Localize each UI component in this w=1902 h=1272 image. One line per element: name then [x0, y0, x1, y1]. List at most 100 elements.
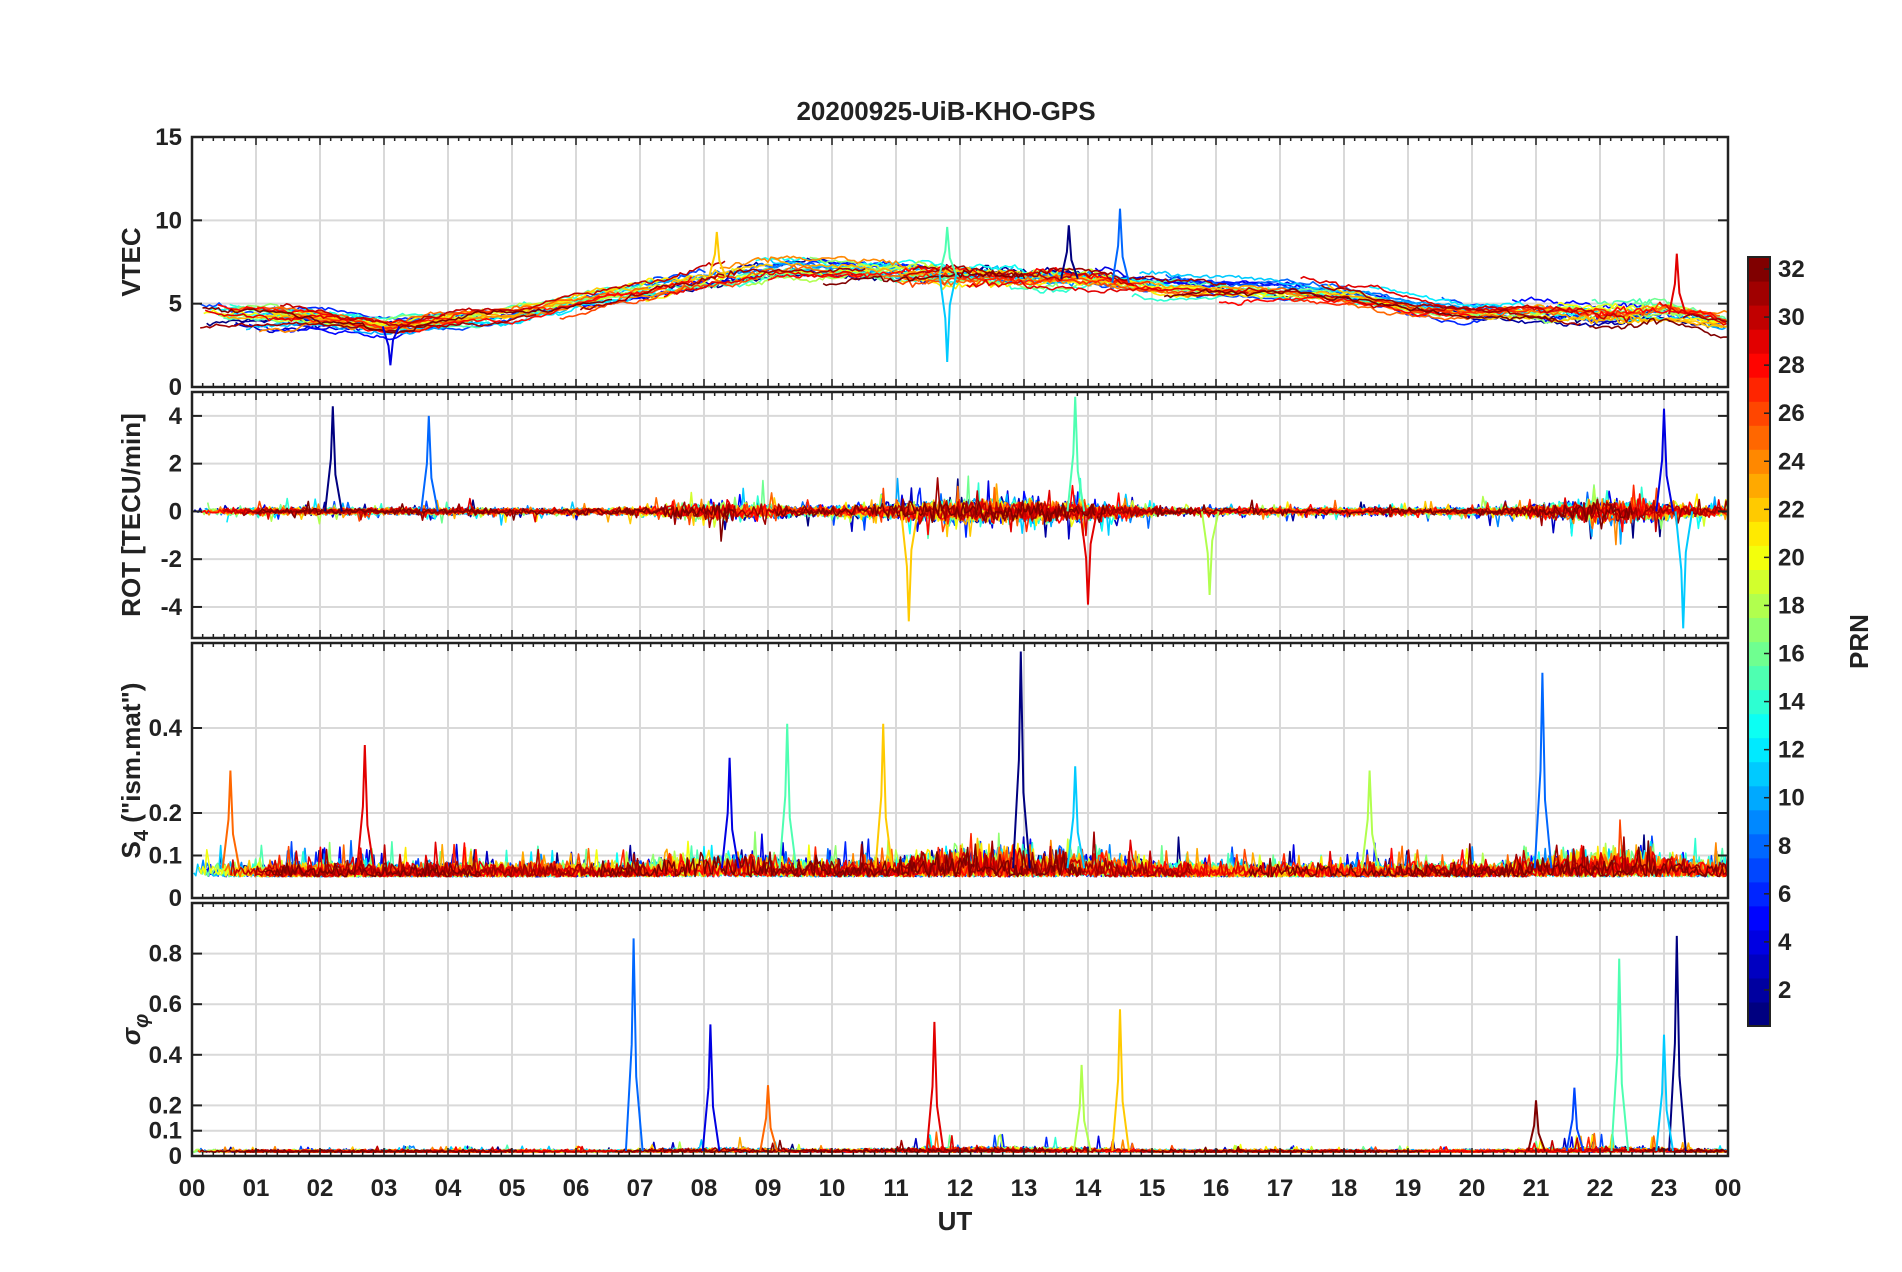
- x-tick-label: 02: [307, 1175, 334, 1202]
- series-line-prn-28: [217, 276, 693, 335]
- x-tick-label: 00: [1715, 1175, 1742, 1202]
- colorbar-segment: [1748, 785, 1770, 811]
- series-line-prn-32: [1163, 287, 1555, 322]
- y-axis-label: ROT [TECU/min]: [116, 413, 146, 617]
- x-tick-label: 23: [1651, 1175, 1678, 1202]
- series-line-prn-28: [1012, 484, 1448, 524]
- peak-mark: [925, 1021, 945, 1152]
- series-line-prn-29: [1300, 275, 1590, 316]
- peak-mark: [1527, 1100, 1546, 1152]
- panel-rot: -4 -2 0 2 4 ROT [TECU/min]: [116, 390, 1730, 640]
- series-line-prn-26: [559, 277, 759, 320]
- y-tick-label: 0.4: [149, 715, 183, 742]
- colorbar-segment: [1748, 401, 1770, 426]
- panel-vtec: 0 5 10 15 VTEC: [116, 124, 1730, 401]
- peak-mark: [1200, 511, 1220, 596]
- x-tick-label: 10: [819, 1175, 846, 1202]
- peak-mark: [1079, 511, 1098, 605]
- peak-mark: [708, 231, 727, 278]
- y-tick-label: 0.8: [149, 941, 182, 968]
- colorbar-tick-label: 4: [1778, 929, 1792, 956]
- x-tick-label: 20: [1459, 1175, 1486, 1202]
- series-group: [193, 651, 1728, 878]
- peak-mark: [874, 723, 894, 869]
- colorbar-segment: [1748, 593, 1770, 618]
- colorbar-segment: [1748, 521, 1770, 546]
- series-line-prn-32: [1151, 499, 1633, 530]
- series-line-prn-31: [912, 264, 1227, 287]
- peak-mark: [1111, 208, 1130, 284]
- peak-mark: [1674, 511, 1694, 629]
- colorbar-segment: [1748, 905, 1770, 931]
- series-line-prn-27: [1291, 298, 1631, 318]
- series-line-prn-32: [1589, 317, 1728, 339]
- panel-sigma_phi: 00.10.2 0.4 0.6 0.8 σφ: [116, 901, 1730, 1170]
- x-tick-label: 21: [1523, 1175, 1550, 1202]
- colorbar-tick-label: 30: [1778, 304, 1805, 331]
- y-tick-label: 5: [169, 291, 182, 318]
- y-tick-label: 0.4: [149, 1042, 183, 1069]
- peak-mark: [1111, 1009, 1130, 1152]
- colorbar-segment: [1748, 377, 1770, 402]
- peak-mark: [1565, 1087, 1585, 1152]
- x-tick-label: 22: [1587, 1175, 1614, 1202]
- x-tick-label: 01: [243, 1175, 270, 1202]
- series-line-prn-31: [579, 267, 866, 311]
- series-group: [192, 935, 1728, 1153]
- series-line-prn-31: [1682, 313, 1728, 323]
- colorbar-segment: [1748, 761, 1770, 787]
- peak-mark: [701, 1024, 721, 1152]
- x-tick-label: 05: [499, 1175, 526, 1202]
- colorbar-tick-label: 12: [1778, 737, 1805, 764]
- y-axis-label: σφ: [116, 1014, 153, 1045]
- peak-mark: [1610, 958, 1630, 1151]
- peak-mark: [759, 1085, 778, 1152]
- y-tick-label: -2: [161, 546, 182, 573]
- y-tick-label: 0.2: [149, 800, 182, 827]
- series-line-prn-32: [1644, 1147, 1728, 1153]
- series-line-prn-29: [663, 270, 863, 298]
- colorbar-tick-label: 26: [1778, 400, 1805, 427]
- colorbar-frame: [1747, 256, 1771, 1027]
- x-tick-label: 17: [1267, 1175, 1294, 1202]
- peak-mark: [1360, 770, 1380, 869]
- x-tick-label: 14: [1075, 1175, 1102, 1202]
- colorbar-segment: [1748, 569, 1770, 594]
- x-axis-ticks: 00 01 02 03 04 05 06 07 08 09 10 11 12 13 14 15 16 17 18 19…: [179, 1175, 1742, 1202]
- colorbar-segment: [1748, 665, 1770, 691]
- x-tick-label: 09: [755, 1175, 782, 1202]
- peak-mark: [356, 744, 375, 869]
- series-line-prn-29: [204, 309, 446, 325]
- series-line-prn-28: [767, 264, 1162, 290]
- colorbar-segment: [1748, 305, 1770, 330]
- colorbar-segment: [1748, 497, 1770, 522]
- series-line-prn-32: [1248, 840, 1728, 878]
- y-tick-label: -4: [161, 594, 183, 621]
- peak-mark: [420, 415, 439, 512]
- series-group: [199, 208, 1728, 366]
- y-tick-label: 0: [169, 374, 182, 401]
- peak-mark: [221, 770, 241, 869]
- y-tick-label: 2: [169, 451, 182, 478]
- series-line-prn-32: [600, 843, 1082, 878]
- peak-mark: [1072, 1064, 1092, 1152]
- series-line-prn-32: [265, 860, 482, 878]
- series-line-prn-30: [280, 260, 726, 328]
- colorbar-segment: [1748, 953, 1770, 979]
- colorbar-tick-label: 14: [1778, 689, 1805, 716]
- x-tick-label: 00: [179, 1175, 206, 1202]
- peak-mark: [1533, 672, 1553, 869]
- y-tick-label: 0: [169, 885, 182, 912]
- colorbar-tick-label: 28: [1778, 352, 1805, 379]
- series-line-prn-16: [586, 270, 956, 302]
- colorbar-segment: [1748, 809, 1770, 835]
- series-line-prn-29: [1091, 839, 1339, 878]
- series-line-prn-28: [1218, 295, 1476, 318]
- series-line-prn-27: [906, 272, 1151, 286]
- series-line-prn-31: [241, 503, 515, 522]
- peak-mark: [938, 226, 958, 276]
- colorbar-tick-label: 18: [1778, 592, 1805, 619]
- series-line-prn-32: [1139, 1145, 1425, 1153]
